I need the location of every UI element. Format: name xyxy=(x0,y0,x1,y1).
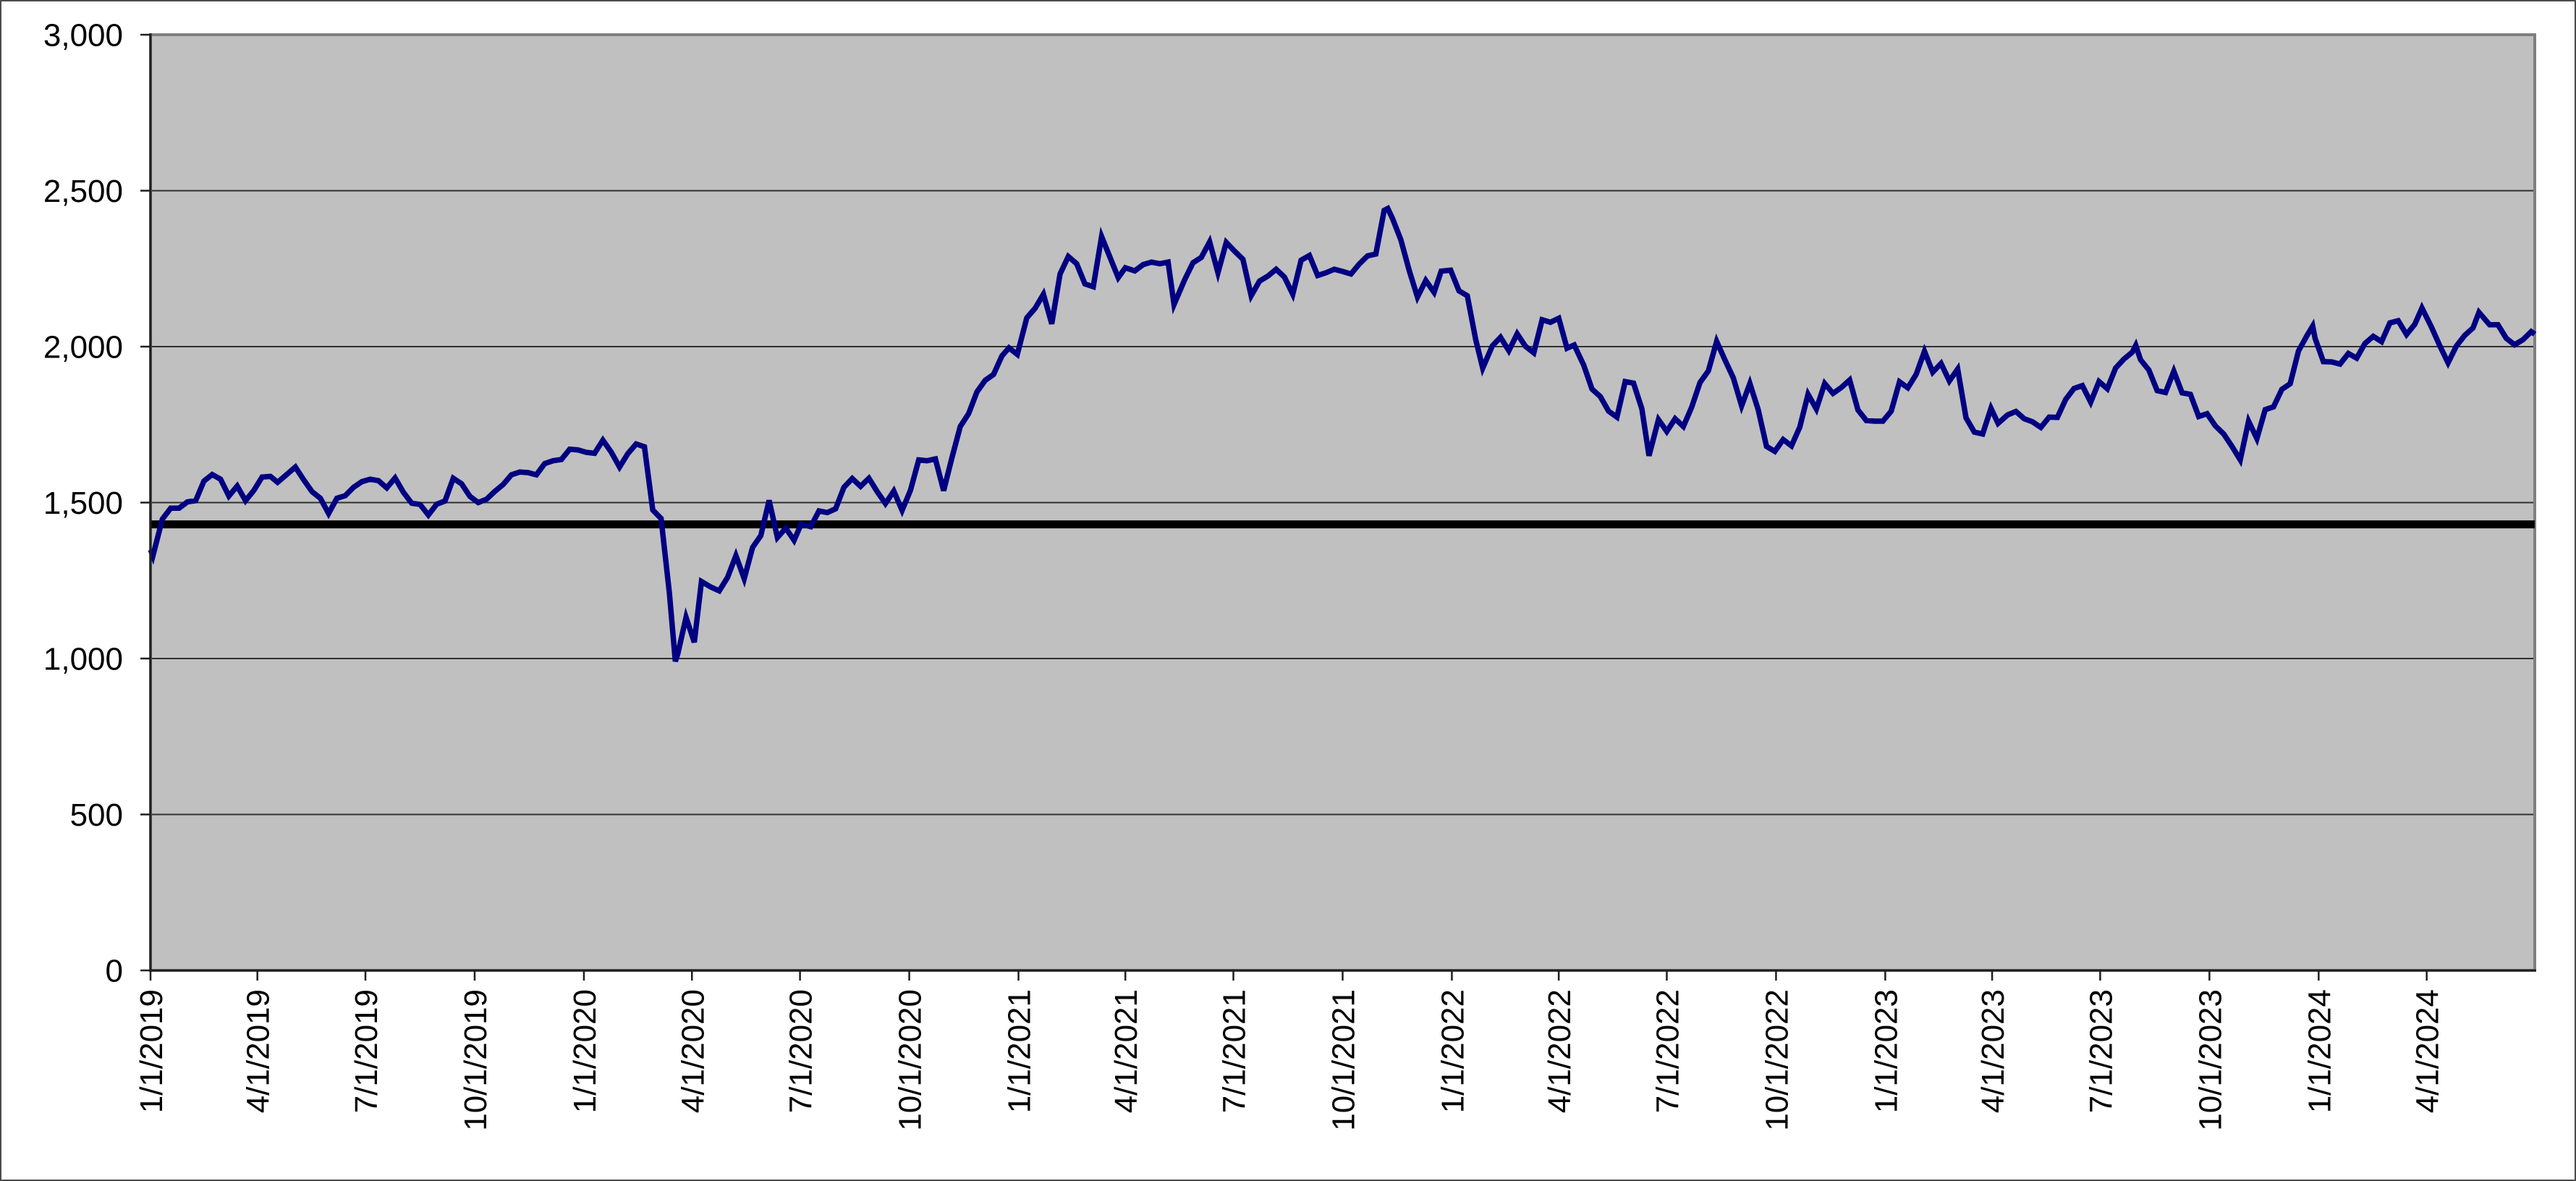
x-tick-label: 4/1/2022 xyxy=(1542,989,1577,1113)
x-tick-label: 4/1/2023 xyxy=(1975,989,2011,1113)
y-tick-label: 2,500 xyxy=(43,174,123,209)
x-tick-label: 7/1/2020 xyxy=(784,989,819,1113)
x-tick-label: 7/1/2021 xyxy=(1217,989,1253,1113)
x-tick-label: 1/1/2021 xyxy=(1002,989,1038,1113)
x-tick-label: 4/1/2019 xyxy=(241,989,276,1113)
x-tick-label: 7/1/2022 xyxy=(1650,989,1685,1113)
x-tick-label: 1/1/2023 xyxy=(1868,989,1904,1113)
x-tick-label: 7/1/2023 xyxy=(2083,989,2119,1113)
y-tick-label: 2,000 xyxy=(43,329,123,365)
x-tick-label: 4/1/2020 xyxy=(675,989,711,1113)
x-tick-label: 1/1/2019 xyxy=(134,989,169,1113)
x-tick-label: 1/1/2024 xyxy=(2302,989,2337,1113)
price-line xyxy=(148,204,2537,663)
x-tick-label: 10/1/2021 xyxy=(1326,989,1362,1131)
y-axis-labels: 0 500 1,000 1,500 2,000 2,500 3,000 xyxy=(43,17,151,989)
x-tick-label: 10/1/2022 xyxy=(1759,989,1795,1131)
y-tick-label: 3,000 xyxy=(43,17,123,53)
x-tick-label: 7/1/2019 xyxy=(349,989,384,1113)
x-tick-label: 1/1/2020 xyxy=(567,989,603,1113)
x-tick-label: 1/1/2022 xyxy=(1435,989,1470,1113)
y-tick-label: 500 xyxy=(70,797,123,833)
x-tick-label: 4/1/2021 xyxy=(1109,989,1144,1113)
y-tick-label: 1,000 xyxy=(43,641,123,677)
x-tick-label: 10/1/2019 xyxy=(458,989,493,1131)
y-tick-label: 0 xyxy=(106,953,123,989)
y-gridlines xyxy=(151,190,2535,816)
y-tick-label: 1,500 xyxy=(43,486,123,521)
x-tick-label: 4/1/2024 xyxy=(2410,989,2446,1113)
x-tick-label: 10/1/2020 xyxy=(893,989,928,1131)
x-axis-labels: 1/1/2019 4/1/2019 7/1/2019 10/1/2019 1/1/202… xyxy=(134,970,2446,1131)
x-tick-label: 10/1/2023 xyxy=(2192,989,2228,1131)
